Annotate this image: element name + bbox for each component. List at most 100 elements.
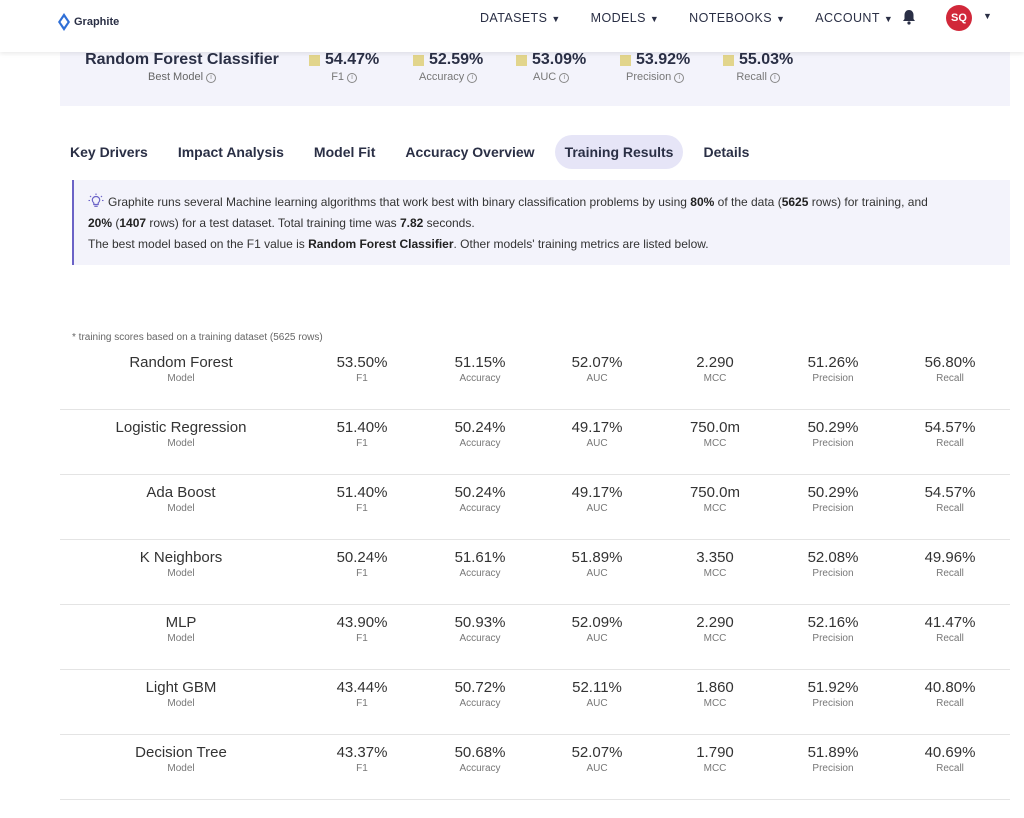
- nav-notebooks-label: NOTEBOOKS: [689, 11, 772, 25]
- auc-cell: 52.09% AUC: [547, 614, 647, 644]
- brand-name: Graphite: [74, 16, 120, 28]
- info-icon[interactable]: i: [347, 73, 358, 83]
- recall-value: 54.57%: [924, 484, 976, 501]
- nav-models[interactable]: MODELS ▼: [591, 11, 660, 25]
- f1-label: F1: [356, 503, 368, 514]
- summary-f1-value: 54.47%: [325, 51, 380, 68]
- accuracy-value: 50.68%: [454, 744, 506, 761]
- precision-label: Precision: [812, 698, 854, 709]
- recall-value: 40.69%: [924, 744, 976, 761]
- info-test-rows: 1407: [119, 216, 147, 230]
- precision-label: Precision: [812, 763, 854, 774]
- caret-down-icon: ▼: [551, 14, 561, 24]
- caret-down-icon: ▼: [775, 14, 786, 24]
- auc-label: AUC: [586, 503, 608, 514]
- precision-value: 51.26%: [807, 354, 859, 371]
- recall-label: Recall: [936, 698, 964, 709]
- model-name: MLP: [165, 614, 197, 631]
- summary-metric-accuracy: 52.59% Accuracy i: [413, 51, 483, 83]
- accuracy-cell: 50.68% Accuracy: [430, 744, 530, 774]
- auc-cell: 52.11% AUC: [547, 679, 647, 709]
- mcc-cell: 750.0m MCC: [665, 484, 765, 514]
- model-name-cell: MLP Model: [60, 614, 302, 644]
- mcc-value: 750.0m: [689, 484, 741, 501]
- recall-value: 41.47%: [924, 614, 976, 631]
- nav-account-label: ACCOUNT: [815, 11, 880, 25]
- nav-account[interactable]: ACCOUNT ▼: [815, 11, 893, 25]
- nav-notebooks[interactable]: NOTEBOOKS ▼: [689, 11, 785, 25]
- account-menu-caret-icon[interactable]: ▼: [983, 11, 992, 21]
- f1-label: F1: [356, 438, 368, 449]
- mcc-value: 1.790: [696, 744, 734, 761]
- model-label: Model: [167, 633, 195, 644]
- f1-label: F1: [356, 698, 368, 709]
- table-row: Decision Tree Model 43.37% F1 50.68% Accuracy…: [60, 735, 1010, 800]
- top-navigation-bar: Graphite DATASETS ▼ MODELS ▼ NOTEBOOKS ▼ AC…: [0, 0, 1024, 52]
- graphite-logo[interactable]: Graphite: [58, 13, 119, 31]
- table-row: K Neighbors Model 50.24% F1 51.61% Accuracy 51…: [60, 540, 1010, 605]
- model-name-cell: Random Forest Model: [60, 354, 302, 384]
- recall-label: Recall: [936, 763, 964, 774]
- recall-cell: 40.80% Recall: [900, 679, 1000, 709]
- auc-label: AUC: [586, 763, 608, 774]
- precision-cell: 51.89% Precision: [783, 744, 883, 774]
- mcc-cell: 750.0m MCC: [665, 419, 765, 449]
- nav-datasets[interactable]: DATASETS ▼: [480, 11, 561, 25]
- f1-cell: 51.40% F1: [312, 484, 412, 514]
- recall-cell: 54.57% Recall: [900, 484, 1000, 514]
- info-icon[interactable]: i: [674, 73, 685, 83]
- summary-metric-auc: 53.09% AUC i: [516, 51, 586, 83]
- metric-swatch: [413, 54, 424, 66]
- recall-cell: 41.47% Recall: [900, 614, 1000, 644]
- tab-accuracy-overview[interactable]: Accuracy Overview: [405, 144, 535, 160]
- f1-label: F1: [356, 568, 368, 579]
- info-icon[interactable]: i: [769, 73, 780, 83]
- training-results-table: Random Forest Model 53.50% F1 51.15% Accuracy…: [60, 345, 1010, 800]
- summary-metric-precision: 53.92% Precision i: [620, 51, 690, 83]
- accuracy-value: 50.24%: [454, 419, 506, 436]
- summary-auc-value: 53.09%: [532, 51, 587, 68]
- recall-cell: 56.80% Recall: [900, 354, 1000, 384]
- f1-cell: 43.90% F1: [312, 614, 412, 644]
- model-label: Model: [167, 373, 195, 384]
- tab-model-fit[interactable]: Model Fit: [313, 144, 376, 160]
- precision-cell: 52.08% Precision: [783, 549, 883, 579]
- summary-metric-recall: 55.03% Recall i: [723, 51, 793, 83]
- info-train-percent: 80%: [690, 195, 715, 209]
- info-line-2: 20% (1407 rows) for a test dataset. Tota…: [88, 213, 996, 234]
- auc-cell: 52.07% AUC: [547, 354, 647, 384]
- info-text: Graphite runs several Machine learning a…: [108, 195, 691, 209]
- table-row: Ada Boost Model 51.40% F1 50.24% Accuracy 49.1…: [60, 475, 1010, 540]
- accuracy-label: Accuracy: [459, 633, 501, 644]
- mcc-cell: 2.290 MCC: [665, 614, 765, 644]
- accuracy-label: Accuracy: [459, 438, 501, 449]
- info-icon[interactable]: i: [559, 73, 570, 83]
- tab-key-drivers[interactable]: Key Drivers: [70, 144, 148, 160]
- precision-value: 51.89%: [807, 744, 859, 761]
- f1-label: F1: [356, 373, 368, 384]
- best-model-label: Best Model: [147, 71, 204, 83]
- accuracy-cell: 50.24% Accuracy: [430, 419, 530, 449]
- info-icon[interactable]: i: [206, 73, 217, 83]
- bell-icon[interactable]: [902, 9, 916, 25]
- f1-value: 43.44%: [336, 679, 388, 696]
- tab-details[interactable]: Details: [703, 144, 750, 160]
- summary-precision-label: Precision: [626, 71, 672, 83]
- precision-label: Precision: [812, 438, 854, 449]
- tab-impact-analysis[interactable]: Impact Analysis: [177, 144, 284, 160]
- tab-training-results[interactable]: Training Results: [554, 135, 684, 169]
- info-icon[interactable]: i: [467, 73, 478, 83]
- recall-label: Recall: [936, 633, 964, 644]
- auc-value: 52.07%: [571, 354, 623, 371]
- f1-value: 51.40%: [336, 419, 388, 436]
- accuracy-label: Accuracy: [459, 698, 501, 709]
- accuracy-label: Accuracy: [459, 568, 501, 579]
- recall-value: 56.80%: [924, 354, 976, 371]
- model-label: Model: [167, 503, 195, 514]
- recall-cell: 54.57% Recall: [900, 419, 1000, 449]
- accuracy-value: 50.93%: [454, 614, 506, 631]
- auc-cell: 49.17% AUC: [547, 484, 647, 514]
- accuracy-label: Accuracy: [459, 503, 501, 514]
- user-avatar[interactable]: SQ: [946, 5, 972, 31]
- caret-down-icon: ▼: [649, 14, 660, 24]
